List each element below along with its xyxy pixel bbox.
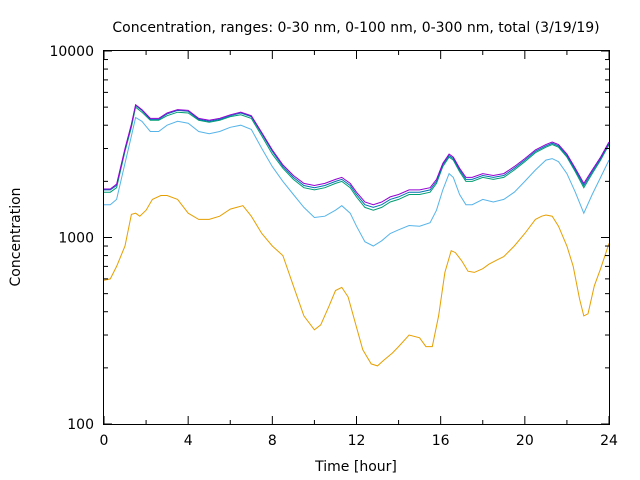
plot-lines xyxy=(103,103,610,367)
series-line-4 xyxy=(104,104,610,208)
x-tick-label: 24 xyxy=(600,433,618,449)
x-tick-label: 8 xyxy=(268,433,277,449)
x-tick-label: 12 xyxy=(348,433,366,449)
x-axis-label: Time [hour] xyxy=(314,459,397,475)
axis-tick-labels: 0 4 8 12 16 20 24 100 1000 10000 xyxy=(49,44,618,449)
y-tick-label: 10000 xyxy=(49,44,94,60)
x-tick-label: 4 xyxy=(184,433,193,449)
series-line-1 xyxy=(103,195,610,367)
plot-frame xyxy=(103,50,610,425)
chart-title: Concentration, ranges: 0-30 nm, 0-100 nm… xyxy=(112,20,599,36)
x-tick-label: 16 xyxy=(432,433,450,449)
y-tick-label: 100 xyxy=(67,417,94,433)
axis-ticks xyxy=(103,50,610,425)
x-tick-label: 20 xyxy=(516,433,534,449)
series-line-5 xyxy=(104,103,610,206)
series-line-2 xyxy=(104,116,610,247)
y-tick-label: 1000 xyxy=(58,231,94,247)
series-line-3 xyxy=(104,106,610,211)
x-tick-label: 0 xyxy=(100,433,109,449)
y-axis-label: Concentration xyxy=(8,187,24,286)
